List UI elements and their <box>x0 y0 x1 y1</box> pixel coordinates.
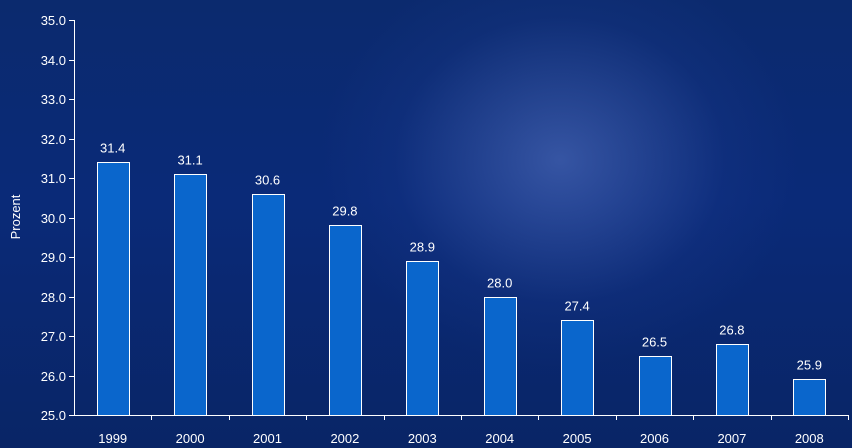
x-tick-label: 2007 <box>717 431 746 446</box>
bar-value-label: 26.8 <box>719 323 744 338</box>
bar-value-label: 28.9 <box>410 240 435 255</box>
y-axis-title: Prozent <box>8 194 23 239</box>
x-tick-label: 2004 <box>485 431 514 446</box>
y-tick-label: 34.0 <box>41 53 66 68</box>
y-tick-label: 26.0 <box>41 369 66 384</box>
bar-value-label: 29.8 <box>332 204 357 219</box>
bar-value-label: 28.0 <box>487 276 512 291</box>
x-tick-label: 2008 <box>795 431 824 446</box>
bar <box>252 194 285 416</box>
bar-value-label: 26.5 <box>642 335 667 350</box>
y-tick-label: 35.0 <box>41 13 66 28</box>
bar <box>97 162 130 416</box>
y-tick-label: 31.0 <box>41 171 66 186</box>
bar-value-label: 31.1 <box>177 153 202 168</box>
bar <box>406 261 439 416</box>
y-tick-label: 32.0 <box>41 132 66 147</box>
x-tick-label: 2005 <box>563 431 592 446</box>
x-tick-label: 2002 <box>330 431 359 446</box>
bar-value-label: 31.4 <box>100 141 125 156</box>
bar <box>793 379 826 416</box>
bar <box>639 356 672 416</box>
x-tick-label: 2003 <box>408 431 437 446</box>
y-tick-label: 29.0 <box>41 250 66 265</box>
y-tick-label: 25.0 <box>41 408 66 423</box>
x-tick-label: 2006 <box>640 431 669 446</box>
y-tick-label: 30.0 <box>41 211 66 226</box>
x-tick-label: 2001 <box>253 431 282 446</box>
y-tick-label: 28.0 <box>41 290 66 305</box>
bar <box>329 225 362 416</box>
bar <box>484 297 517 416</box>
x-tick-label: 2000 <box>176 431 205 446</box>
y-tick-label: 27.0 <box>41 329 66 344</box>
bar <box>174 174 207 416</box>
bar-value-label: 25.9 <box>797 358 822 373</box>
bar-value-label: 27.4 <box>564 299 589 314</box>
bar-value-label: 30.6 <box>255 173 280 188</box>
y-tick-label: 33.0 <box>41 92 66 107</box>
bar <box>561 320 594 416</box>
bar <box>716 344 749 416</box>
x-tick-label: 1999 <box>98 431 127 446</box>
